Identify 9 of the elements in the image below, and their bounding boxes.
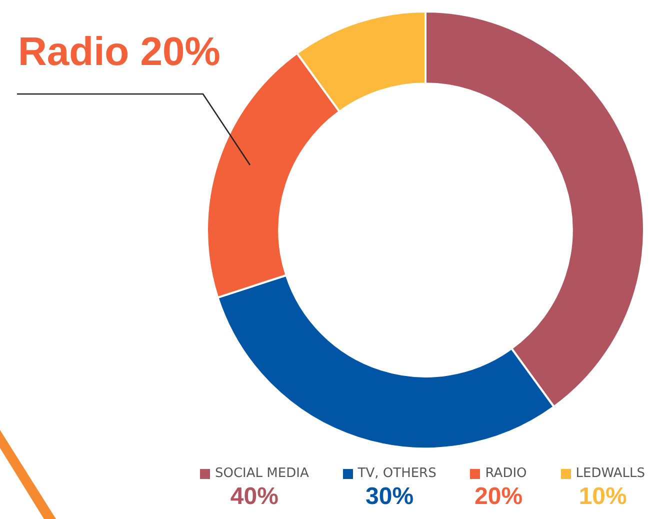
data-label: 40% <box>230 483 278 511</box>
legend-label: SOCIAL MEDIA <box>215 466 309 481</box>
data-label: 20% <box>474 483 523 511</box>
text: Radio 20% <box>18 30 220 75</box>
legend-label: TV, OTHERS <box>358 466 436 481</box>
legend-label: LEDWALLS <box>576 466 645 481</box>
legend-label: RADIO <box>485 466 527 481</box>
data-label: 30% <box>366 483 414 511</box>
data-label: 10% <box>578 483 627 511</box>
